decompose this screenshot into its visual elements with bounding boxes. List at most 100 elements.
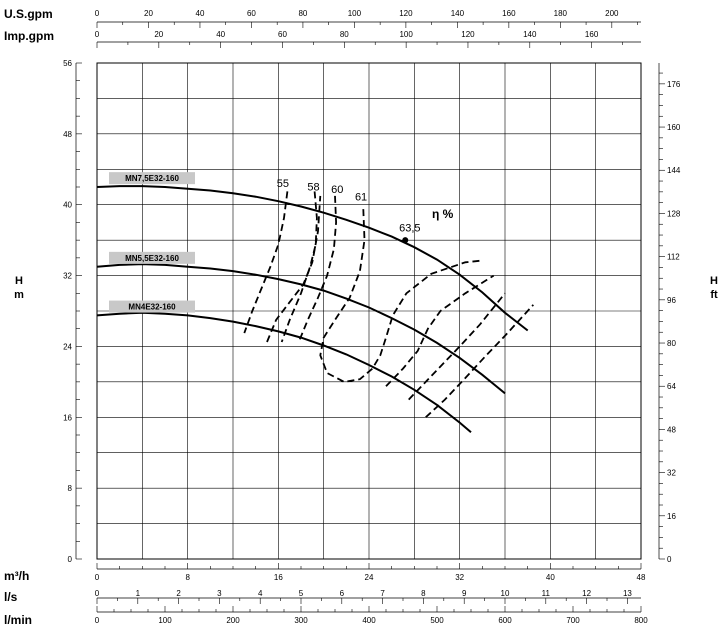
y-left-tick-label: 8: [68, 484, 73, 493]
usgpm-tick-label: 200: [605, 9, 619, 18]
efficiency-axis-label: η %: [432, 207, 454, 221]
y-right-tick-label: 176: [667, 80, 681, 89]
impgpm-tick-label: 140: [523, 30, 537, 39]
curve-label-box: [109, 251, 195, 264]
m3h-tick-label: 16: [274, 573, 283, 582]
head-curve-1: [96, 263, 506, 395]
head-curve-0: [96, 185, 529, 332]
ls-tick-label: 13: [623, 589, 632, 598]
impgpm-tick-label: 40: [216, 30, 225, 39]
y-right-tick-label: 32: [667, 469, 676, 478]
usgpm-tick-label: 40: [196, 9, 205, 18]
m3h-tick-label: 32: [455, 573, 464, 582]
usgpm-tick-label: 120: [399, 9, 413, 18]
ls-tick-label: 0: [95, 589, 100, 598]
ls-tick-label: 7: [380, 589, 385, 598]
lmin-tick-label: 500: [430, 616, 444, 625]
eta-label-bg: [428, 207, 457, 221]
y-left-title-top: H: [15, 275, 23, 287]
efficiency-label: 58: [307, 182, 319, 194]
m3h-tick-label: 8: [185, 573, 190, 582]
ls-tick-label: 4: [258, 589, 263, 598]
y-left-tick-label: 16: [63, 413, 72, 422]
ls-tick-label: 10: [501, 589, 510, 598]
efficiency-curve-7: [425, 304, 534, 418]
m3h-tick-label: 24: [365, 573, 374, 582]
y-left-tick-label: 40: [63, 201, 72, 210]
efficiency-curve-5: [385, 274, 495, 387]
efficiency-curve-1: [266, 195, 322, 343]
lmin-tick-label: 0: [95, 616, 100, 625]
lmin-tick-label: 300: [294, 616, 308, 625]
ls-tick-label: 9: [462, 589, 467, 598]
impgpm-tick-label: 100: [399, 30, 413, 39]
ls-tick-label: 8: [421, 589, 426, 598]
efficiency-curve-3: [297, 195, 338, 343]
efficiency-label: 55: [277, 178, 289, 190]
usgpm-tick-label: 180: [554, 9, 568, 18]
axes: 08162432404856Hm016324864809611212814416…: [4, 7, 718, 627]
grid: [96, 62, 642, 560]
impgpm-tick-label: 60: [278, 30, 287, 39]
impgpm-tick-label: 80: [340, 30, 349, 39]
y-left-tick-label: 56: [63, 59, 72, 68]
head-curve-2: [96, 311, 472, 434]
usgpm-tick-label: 20: [144, 9, 153, 18]
ls-tick-label: 5: [299, 589, 304, 598]
ls-title: l/s: [4, 590, 18, 604]
efficiency-label: 61: [355, 191, 367, 203]
impgpm-title: Imp.gpm: [4, 29, 54, 43]
usgpm-tick-label: 160: [502, 9, 516, 18]
m3h-title: m³/h: [4, 569, 29, 583]
y-right-tick-label: 112: [667, 253, 680, 262]
curve-label: MN4E32-160: [128, 303, 176, 312]
ls-tick-label: 1: [136, 589, 141, 598]
efficiency-curve-2: [280, 191, 318, 343]
curve-label: MN5,5E32-160: [125, 254, 179, 263]
y-right-tick-label: 80: [667, 339, 676, 348]
y-right-tick-label: 96: [667, 296, 676, 305]
lmin-tick-label: 800: [634, 616, 648, 625]
usgpm-tick-label: 0: [95, 9, 100, 18]
efficiency-label: 60: [331, 184, 343, 196]
lmin-tick-label: 600: [498, 616, 512, 625]
efficiency-marker-point: [402, 237, 409, 244]
y-left-tick-label: 48: [63, 130, 72, 139]
y-right-tick-label: 128: [667, 209, 681, 218]
lmin-tick-label: 200: [226, 616, 240, 625]
usgpm-tick-label: 140: [451, 9, 465, 18]
labels: 55 58 60 61 63,5 η % MN7,5E32-160 MN5,5E32-160 M…: [109, 172, 457, 313]
y-right-tick-label: 160: [667, 123, 681, 132]
y-right-tick-label: 0: [667, 555, 672, 564]
impgpm-tick-label: 120: [461, 30, 475, 39]
curve-label-box: [109, 172, 195, 185]
curves: [96, 185, 534, 434]
usgpm-tick-label: 60: [247, 9, 256, 18]
efficiency-curve-4: [319, 209, 483, 383]
ls-tick-label: 2: [176, 589, 181, 598]
lmin-tick-label: 700: [566, 616, 580, 625]
ls-tick-label: 6: [340, 589, 345, 598]
efficiency-label: 63,5: [399, 222, 420, 234]
usgpm-tick-label: 100: [348, 9, 362, 18]
lmin-tick-label: 400: [362, 616, 376, 625]
y-right-tick-label: 48: [667, 425, 676, 434]
y-right-tick-label: 144: [667, 166, 681, 175]
impgpm-tick-label: 20: [154, 30, 163, 39]
impgpm-tick-label: 0: [95, 30, 100, 39]
ls-tick-label: 3: [217, 589, 222, 598]
curve-label: MN7,5E32-160: [125, 174, 179, 183]
y-right-title-top: H: [710, 275, 718, 287]
y-left-tick-label: 0: [68, 555, 73, 564]
y-right-tick-label: 16: [667, 512, 676, 521]
lmin-tick-label: 100: [158, 616, 172, 625]
y-right-tick-label: 64: [667, 382, 676, 391]
curve-label-box: [109, 300, 195, 313]
y-right-title-bottom: ft: [710, 289, 718, 301]
usgpm-tick-label: 80: [298, 9, 307, 18]
efficiency-curve-6: [408, 292, 506, 401]
y-left-tick-label: 24: [63, 342, 72, 351]
y-left-tick-label: 32: [63, 272, 72, 281]
ls-tick-label: 12: [582, 589, 591, 598]
